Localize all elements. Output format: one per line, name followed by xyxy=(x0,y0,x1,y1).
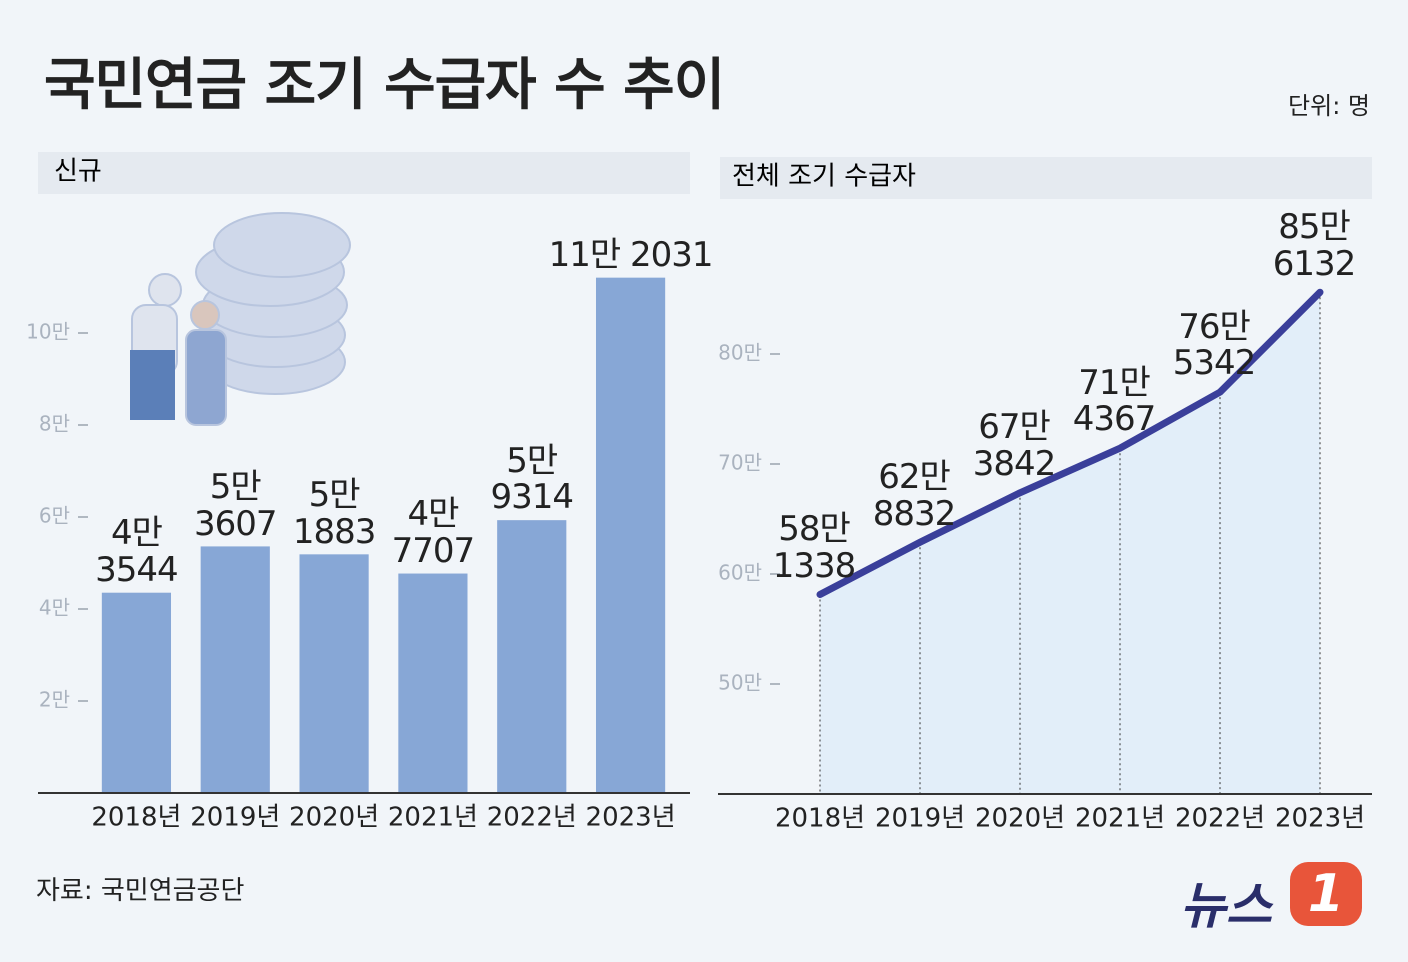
y-tick-label: 4만 xyxy=(39,596,70,620)
area xyxy=(820,292,1320,794)
x-tick-label: 2022년 xyxy=(487,803,577,833)
logo-number: 1 xyxy=(1290,862,1362,926)
value-label: 5만 1883 xyxy=(292,474,377,552)
source-note: 자료: 국민연금공단 xyxy=(36,876,245,906)
coins-illustration xyxy=(130,212,351,426)
value-label: 4만 3544 xyxy=(95,513,179,590)
x-tick-label: 2020년 xyxy=(289,803,379,833)
y-tick-label: 6만 xyxy=(39,504,70,528)
y-tick-label: 80만 xyxy=(718,341,762,365)
value-label: 58만 1338 xyxy=(772,509,857,586)
value-label: 11만 2031 xyxy=(548,234,714,275)
value-label: 71만 4367 xyxy=(1072,362,1157,440)
x-tick-label: 2018년 xyxy=(775,804,865,834)
value-label: 5만 9314 xyxy=(490,440,574,518)
panel-header xyxy=(720,157,1372,199)
line xyxy=(816,288,1324,599)
x-tick-label: 2018년 xyxy=(91,803,181,833)
y-tick-label: 8만 xyxy=(39,412,70,436)
value-label: 62만 8832 xyxy=(872,456,957,534)
logo-text: 뉴스 xyxy=(1180,877,1272,935)
y-tick-label: 10만 xyxy=(26,320,70,344)
bar xyxy=(595,277,666,793)
bar xyxy=(101,592,172,793)
x-tick-label: 2023년 xyxy=(586,803,676,833)
page-title: 국민연금 조기 수급자 수 추이 xyxy=(44,53,725,118)
value-label: 76만 5342 xyxy=(1172,306,1257,384)
value-label: 85만 6132 xyxy=(1272,206,1357,284)
unit-note: 단위: 명 xyxy=(1288,92,1370,120)
x-tick-label: 2019년 xyxy=(875,804,965,834)
bar xyxy=(497,520,567,793)
panel-title: 전체 조기 수급자 xyxy=(732,162,916,192)
y-tick-label: 70만 xyxy=(718,451,762,475)
value-label: 67만 3842 xyxy=(972,407,1057,485)
bar xyxy=(299,554,369,793)
bar xyxy=(398,573,468,793)
y-tick-label: 60만 xyxy=(718,561,762,585)
x-tick-label: 2022년 xyxy=(1175,804,1265,834)
x-tick-label: 2021년 xyxy=(388,803,478,833)
value-label: 5만 3607 xyxy=(193,466,278,544)
x-tick-label: 2020년 xyxy=(975,804,1065,834)
value-label: 4만 7707 xyxy=(391,494,476,571)
x-tick-label: 2023년 xyxy=(1275,804,1365,834)
panel-title: 신규 xyxy=(54,157,102,187)
bar xyxy=(200,546,270,793)
y-tick-label: 2만 xyxy=(39,688,70,712)
x-tick-label: 2021년 xyxy=(1075,804,1165,834)
y-tick-label: 50만 xyxy=(718,671,762,695)
panel-header xyxy=(38,152,690,194)
x-tick-label: 2019년 xyxy=(190,803,280,833)
